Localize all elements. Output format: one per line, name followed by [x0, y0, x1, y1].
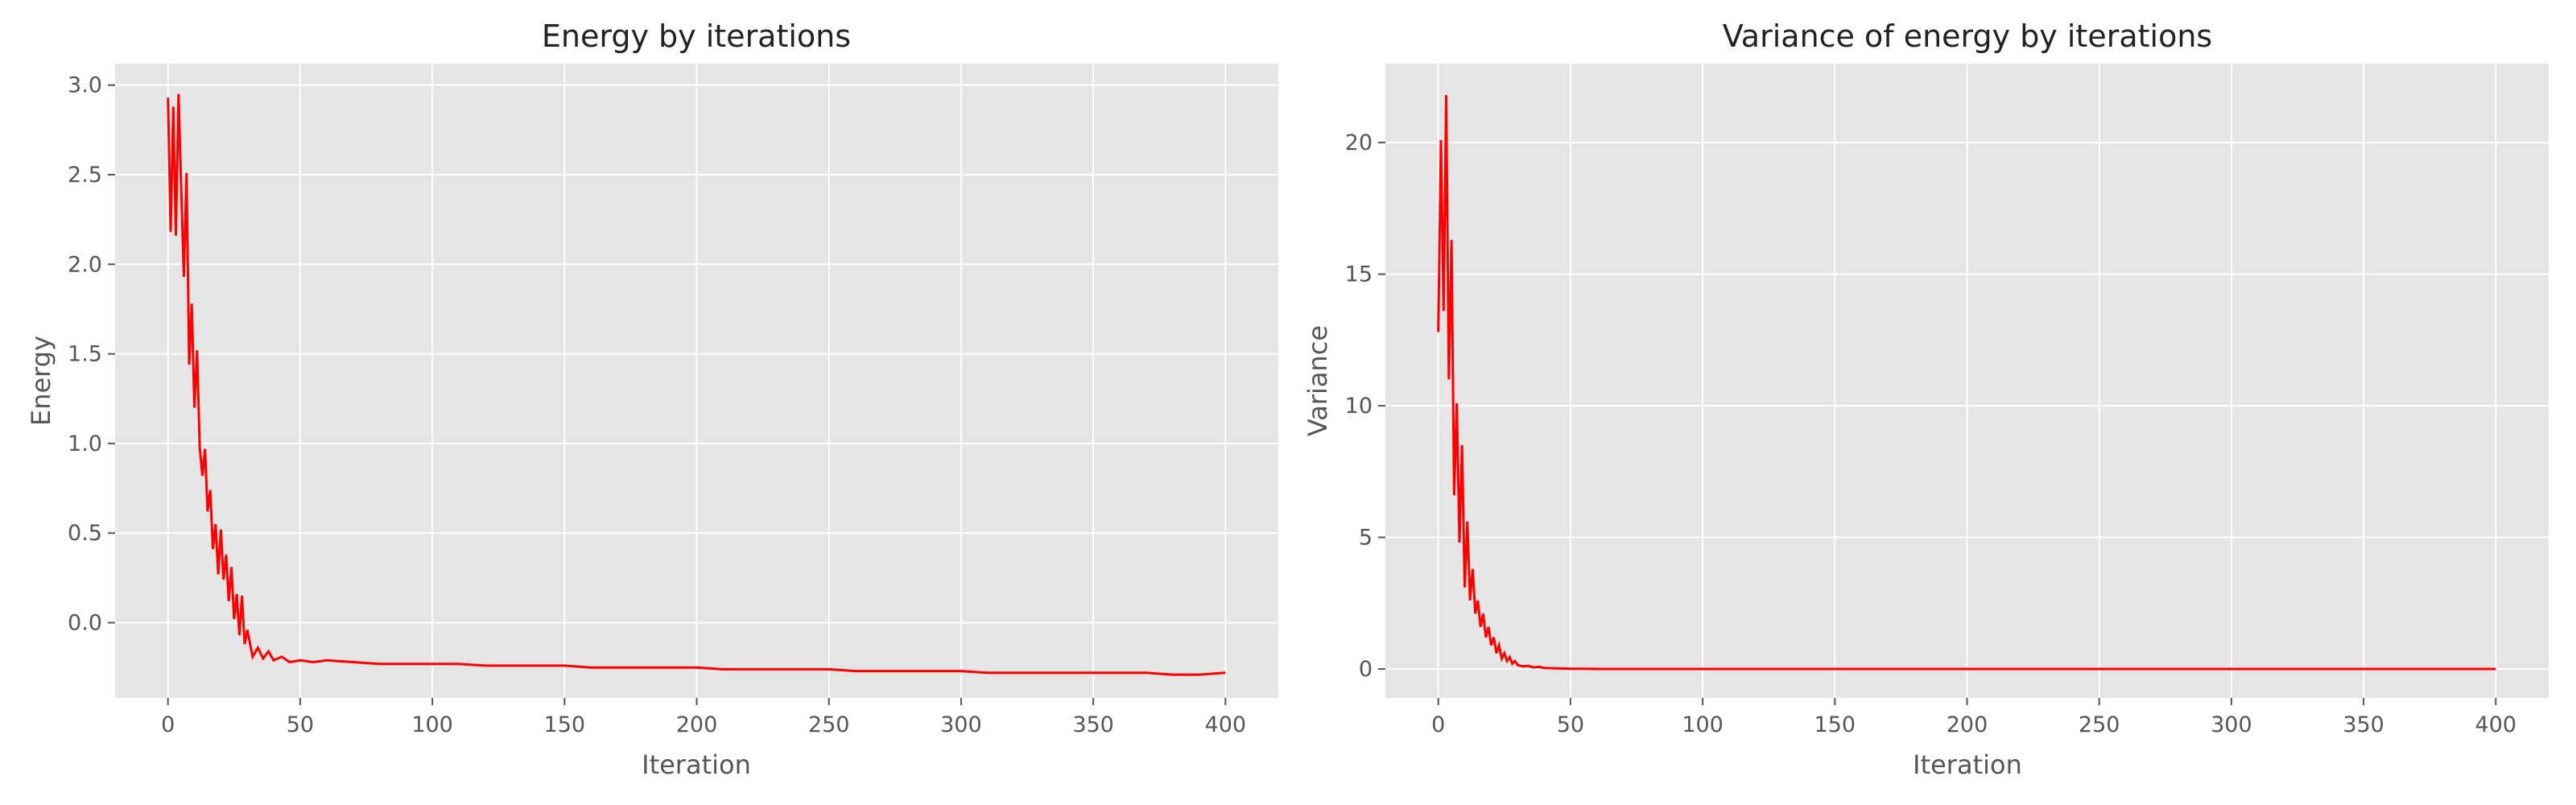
y-tick-label: 20 [1345, 130, 1373, 155]
x-tick-label: 300 [940, 712, 982, 737]
x-axis-label: Iteration [1913, 749, 2022, 780]
y-tick-label: 2.5 [68, 163, 102, 188]
x-tick-label: 150 [544, 712, 586, 737]
x-tick-label: 0 [161, 712, 175, 737]
x-tick-label: 400 [1205, 712, 1247, 737]
energy-line [167, 93, 1226, 676]
y-tick-label: 1.5 [68, 342, 102, 367]
x-axis-label: Iteration [642, 749, 751, 780]
chart-title: Variance of energy by iterations [1723, 19, 2212, 54]
y-axis-label: Variance [1302, 325, 1333, 436]
x-tick-label: 100 [411, 712, 453, 737]
y-tick-label: 3.0 [68, 73, 102, 98]
x-tick-label: 400 [2475, 712, 2517, 737]
y-tick-label: 0.0 [68, 611, 102, 636]
energy-chart: 0.0 0.5 1.0 1.5 2.0 2.5 3.0 0 50 100 150 200 250 300 3… [26, 19, 1278, 780]
x-tick-label: 50 [1557, 712, 1584, 737]
x-tick-label: 100 [1682, 712, 1724, 737]
x-tick-label: 0 [1431, 712, 1445, 737]
y-axis-label: Energy [26, 336, 56, 426]
x-tick-label: 50 [287, 712, 314, 737]
x-tick-label: 350 [1072, 712, 1114, 737]
x-tick-label: 250 [2079, 712, 2120, 737]
x-tick-label: 150 [1814, 712, 1856, 737]
y-tick-label: 2.0 [68, 252, 102, 277]
y-tick-label: 5 [1359, 526, 1373, 551]
y-tick-label: 10 [1345, 394, 1373, 419]
y-tick-label: 0 [1359, 657, 1373, 682]
y-tick-label: 1.0 [68, 431, 102, 456]
x-tick-label: 350 [2343, 712, 2384, 737]
x-tick-label: 250 [808, 712, 850, 737]
y-tick-label: 15 [1345, 262, 1373, 287]
x-tick-label: 300 [2211, 712, 2252, 737]
variance-line [1437, 95, 2496, 671]
x-tick-label: 200 [676, 712, 718, 737]
y-tick-label: 0.5 [68, 521, 102, 546]
chart-title: Energy by iterations [542, 19, 851, 54]
x-tick-label: 200 [1946, 712, 1988, 737]
